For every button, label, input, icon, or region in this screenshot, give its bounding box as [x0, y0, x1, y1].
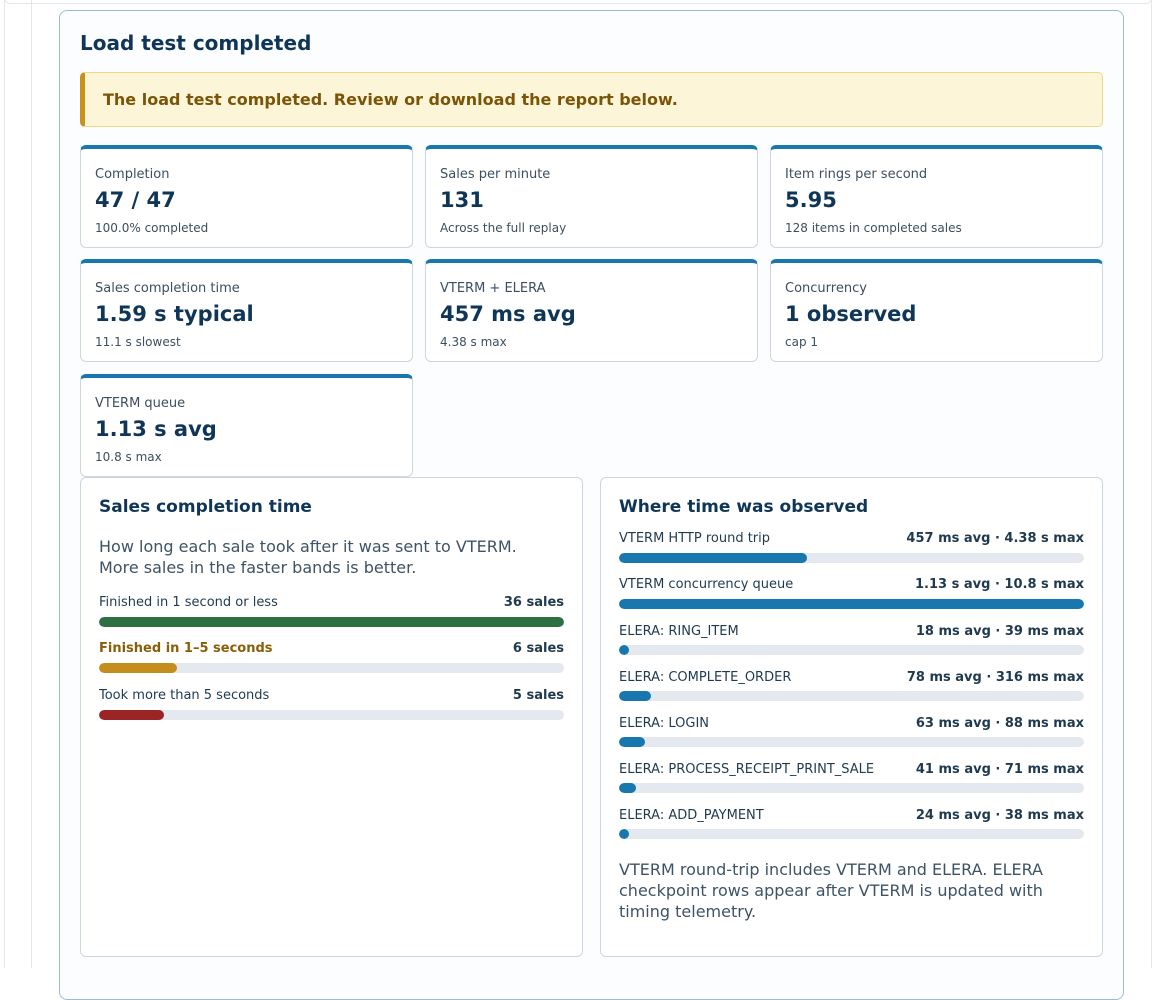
sales-completion-time-panel: Sales completion time How long each sale… [80, 477, 583, 957]
metric-subtext: Across the full replay [440, 221, 567, 235]
band-track [99, 710, 564, 720]
panel-title: Load test completed [80, 31, 312, 55]
metric-subtext: 100.0% completed [95, 221, 209, 235]
completion-notice: The load test completed. Review or downl… [80, 72, 1103, 127]
band-count: 6 sales [512, 641, 564, 656]
timing-label: VTERM concurrency queue [619, 577, 794, 592]
timing-value: 18 ms avg · 39 ms max [915, 624, 1084, 639]
timing-fill [619, 599, 1084, 609]
metric-value: 457 ms avg [440, 302, 576, 326]
band-count: 5 sales [512, 688, 564, 703]
band-label: Finished in 1–5 seconds [99, 641, 273, 656]
metric-value: 1.59 s typical [95, 302, 254, 326]
page-frame-right [1151, 0, 1152, 968]
metric-label: Sales per minute [440, 167, 551, 182]
timing-value: 24 ms avg · 38 ms max [915, 808, 1084, 823]
metric-label: Item rings per second [785, 167, 928, 182]
timing-fill [619, 553, 807, 563]
timing-label: VTERM HTTP round trip [619, 531, 771, 546]
metric-value: 1 observed [785, 302, 917, 326]
notice-text: The load test completed. Review or downl… [103, 90, 678, 109]
timing-value: 457 ms avg · 4.38 s max [906, 531, 1084, 546]
page-frame-left [4, 0, 5, 968]
page-frame-top [4, 0, 1152, 4]
metric-subtext: 11.1 s slowest [95, 335, 181, 349]
metric-card-vterm-queue: VTERM queue 1.13 s avg 10.8 s max [80, 374, 413, 477]
metric-label: Concurrency [785, 281, 867, 296]
metric-label: Sales completion time [95, 281, 240, 296]
metric-label: VTERM + ELERA [440, 281, 546, 296]
band-count: 36 sales [503, 595, 564, 610]
metric-subtext: 4.38 s max [440, 335, 507, 349]
timing-track [619, 599, 1084, 609]
timing-track [619, 645, 1084, 655]
metric-card-sales-per-minute: Sales per minute 131 Across the full rep… [425, 145, 758, 248]
timing-label: ELERA: LOGIN [619, 716, 709, 731]
section-title: Sales completion time [99, 497, 312, 517]
metric-value: 1.13 s avg [95, 417, 217, 441]
metric-label: VTERM queue [95, 396, 186, 411]
metric-card-concurrency: Concurrency 1 observed cap 1 [770, 259, 1103, 362]
timing-track [619, 737, 1084, 747]
page-frame-inner-left [31, 0, 32, 968]
band-fill [99, 617, 564, 627]
metric-value: 131 [440, 188, 484, 212]
timing-value: 1.13 s avg · 10.8 s max [915, 577, 1084, 592]
timing-fill [619, 691, 652, 701]
metric-subtext: 10.8 s max [95, 450, 162, 464]
metric-value: 47 / 47 [95, 188, 176, 212]
load-test-results-panel: Load test completed The load test comple… [59, 10, 1124, 1000]
timing-track [619, 691, 1084, 701]
metric-card-sales-completion-time: Sales completion time 1.59 s typical 11.… [80, 259, 413, 362]
band-label: Took more than 5 seconds [99, 688, 270, 703]
timing-value: 78 ms avg · 316 ms max [906, 670, 1084, 685]
band-track [99, 617, 564, 627]
timing-label: ELERA: PROCESS_RECEIPT_PRINT_SALE [619, 762, 875, 777]
timing-value: 63 ms avg · 88 ms max [915, 716, 1084, 731]
timing-footnote: VTERM round-trip includes VTERM and ELER… [619, 860, 1043, 921]
metric-label: Completion [95, 167, 170, 182]
metric-card-item-rings: Item rings per second 5.95 128 items in … [770, 145, 1103, 248]
timing-label: ELERA: COMPLETE_ORDER [619, 670, 792, 685]
timing-label: ELERA: RING_ITEM [619, 624, 739, 639]
metric-value: 5.95 [785, 188, 837, 212]
band-fill [99, 663, 177, 673]
timing-label: ELERA: ADD_PAYMENT [619, 808, 764, 823]
timing-fill [619, 645, 629, 655]
band-track [99, 663, 564, 673]
band-fill [99, 710, 164, 720]
section-description: How long each sale took after it was sen… [99, 537, 517, 577]
metric-card-completion: Completion 47 / 47 100.0% completed [80, 145, 413, 248]
timing-track [619, 553, 1084, 563]
section-title: Where time was observed [619, 497, 869, 517]
timing-fill [619, 783, 636, 793]
where-time-observed-panel: Where time was observed VTERM HTTP round… [600, 477, 1103, 957]
timing-value: 41 ms avg · 71 ms max [915, 762, 1084, 777]
band-label: Finished in 1 second or less [99, 595, 278, 610]
metric-subtext: 128 items in completed sales [785, 221, 962, 235]
metric-card-vterm-elera: VTERM + ELERA 457 ms avg 4.38 s max [425, 259, 758, 362]
timing-fill [619, 829, 629, 839]
timing-fill [619, 737, 646, 747]
metric-subtext: cap 1 [785, 335, 819, 349]
timing-track [619, 829, 1084, 839]
timing-track [619, 783, 1084, 793]
